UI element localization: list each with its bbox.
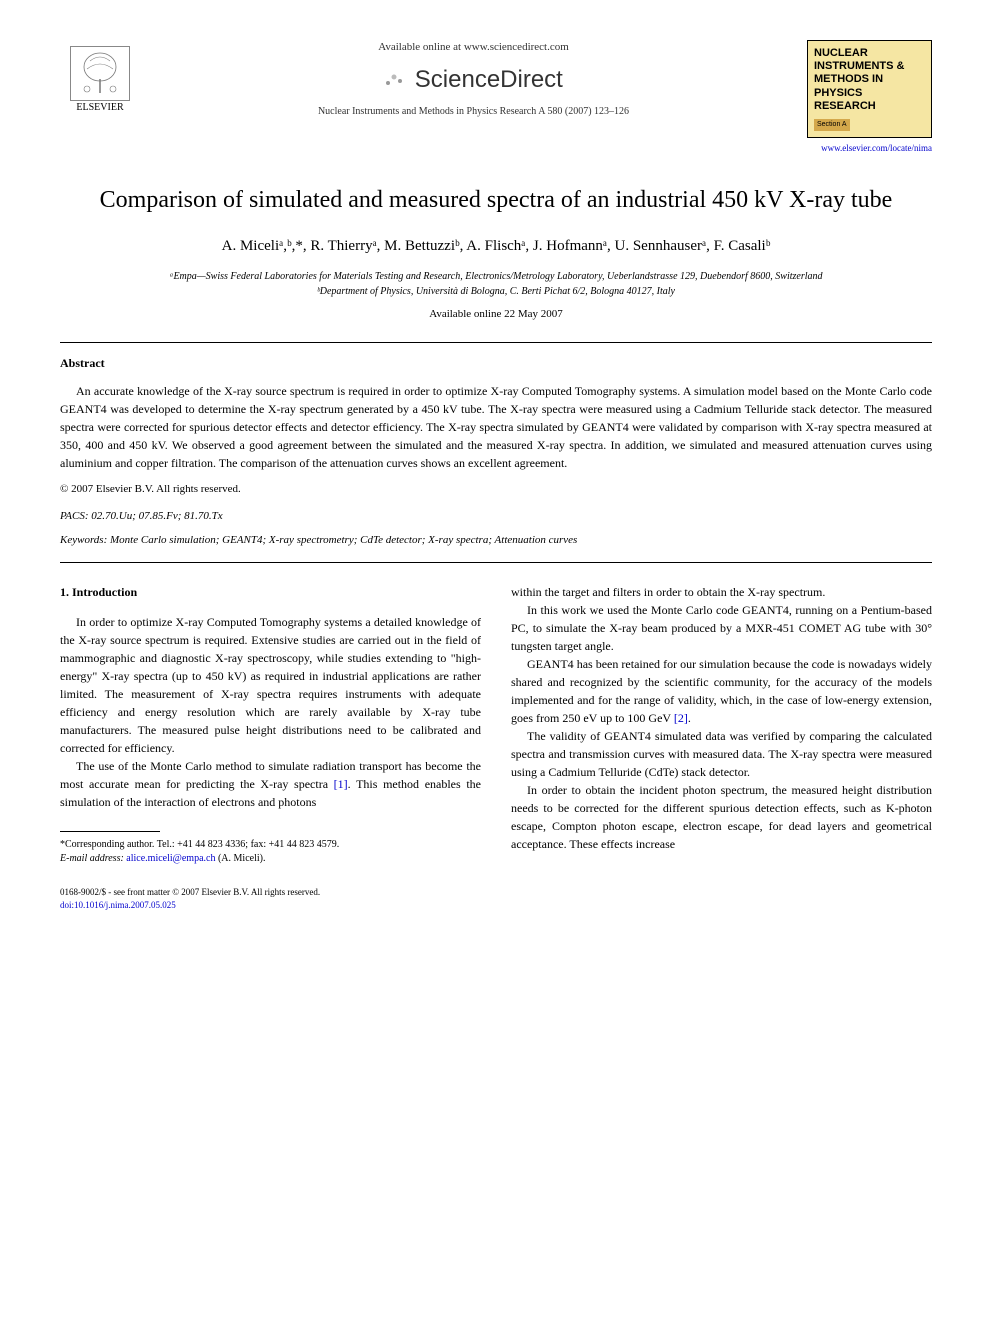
footer-left: 0168-9002/$ - see front matter © 2007 El…	[60, 886, 320, 911]
para-text: GEANT4 has been retained for our simulat…	[511, 657, 932, 725]
paragraph: within the target and filters in order t…	[511, 583, 932, 601]
paragraph: In order to optimize X-ray Computed Tomo…	[60, 613, 481, 757]
sd-bullet-icon	[384, 63, 404, 97]
journal-box: NUCLEAR INSTRUMENTS & METHODS IN PHYSICS…	[807, 40, 932, 138]
available-online-text: Available online at www.sciencedirect.co…	[140, 40, 807, 55]
email-line: E-mail address: alice.miceli@empa.ch (A.…	[60, 852, 481, 866]
para-text: .	[688, 711, 691, 725]
journal-url[interactable]: www.elsevier.com/locate/nima	[807, 142, 932, 155]
available-date: Available online 22 May 2007	[60, 307, 932, 322]
footnote: *Corresponding author. Tel.: +41 44 823 …	[60, 838, 481, 866]
paragraph: The use of the Monte Carlo method to sim…	[60, 757, 481, 811]
abstract-text: An accurate knowledge of the X-ray sourc…	[60, 382, 932, 472]
header-row: ELSEVIER Available online at www.science…	[60, 40, 932, 155]
keywords: Keywords: Monte Carlo simulation; GEANT4…	[60, 533, 932, 548]
copyright: © 2007 Elsevier B.V. All rights reserved…	[60, 482, 932, 497]
elsevier-tree-icon	[70, 46, 130, 101]
section-heading: 1. Introduction	[60, 583, 481, 601]
affiliation-b: ᵇDepartment of Physics, Università di Bo…	[60, 284, 932, 299]
issn-line: 0168-9002/$ - see front matter © 2007 El…	[60, 886, 320, 899]
body-columns: 1. Introduction In order to optimize X-r…	[60, 583, 932, 866]
citation-link[interactable]: [1]	[334, 777, 348, 791]
affiliations: ᵃEmpa—Swiss Federal Laboratories for Mat…	[60, 269, 932, 299]
citation-link[interactable]: [2]	[674, 711, 688, 725]
footnote-separator	[60, 831, 160, 832]
footer: 0168-9002/$ - see front matter © 2007 El…	[60, 886, 932, 911]
journal-box-section: Section A	[814, 119, 850, 131]
elsevier-label: ELSEVIER	[76, 101, 123, 115]
divider	[60, 342, 932, 343]
journal-reference: Nuclear Instruments and Methods in Physi…	[140, 105, 807, 119]
right-column: within the target and filters in order t…	[511, 583, 932, 866]
affiliation-a: ᵃEmpa—Swiss Federal Laboratories for Mat…	[60, 269, 932, 284]
paragraph: GEANT4 has been retained for our simulat…	[511, 655, 932, 727]
abstract-heading: Abstract	[60, 355, 932, 372]
paragraph: In this work we used the Monte Carlo cod…	[511, 601, 932, 655]
paragraph: In order to obtain the incident photon s…	[511, 781, 932, 853]
pacs: PACS: 02.70.Uu; 07.85.Fv; 81.70.Tx	[60, 509, 932, 524]
journal-box-title: NUCLEAR INSTRUMENTS & METHODS IN PHYSICS…	[814, 47, 925, 113]
email-link[interactable]: alice.miceli@empa.ch	[126, 853, 215, 864]
article-title: Comparison of simulated and measured spe…	[60, 185, 932, 216]
left-column: 1. Introduction In order to optimize X-r…	[60, 583, 481, 866]
center-header: Available online at www.sciencedirect.co…	[140, 40, 807, 119]
doi-link[interactable]: doi:10.1016/j.nima.2007.05.025	[60, 899, 320, 912]
authors: A. Miceliᵃ,ᵇ,*, R. Thierryᵃ, M. Bettuzzi…	[60, 236, 932, 257]
email-suffix: (A. Miceli).	[215, 853, 265, 864]
divider	[60, 562, 932, 563]
journal-box-wrapper: NUCLEAR INSTRUMENTS & METHODS IN PHYSICS…	[807, 40, 932, 155]
paragraph: The validity of GEANT4 simulated data wa…	[511, 727, 932, 781]
abstract-body: An accurate knowledge of the X-ray sourc…	[60, 382, 932, 472]
email-label: E-mail address:	[60, 853, 126, 864]
sciencedirect-text: ScienceDirect	[415, 66, 563, 93]
corresponding-author: *Corresponding author. Tel.: +41 44 823 …	[60, 838, 481, 852]
sciencedirect-logo: ScienceDirect	[140, 63, 807, 97]
elsevier-logo: ELSEVIER	[60, 40, 140, 120]
